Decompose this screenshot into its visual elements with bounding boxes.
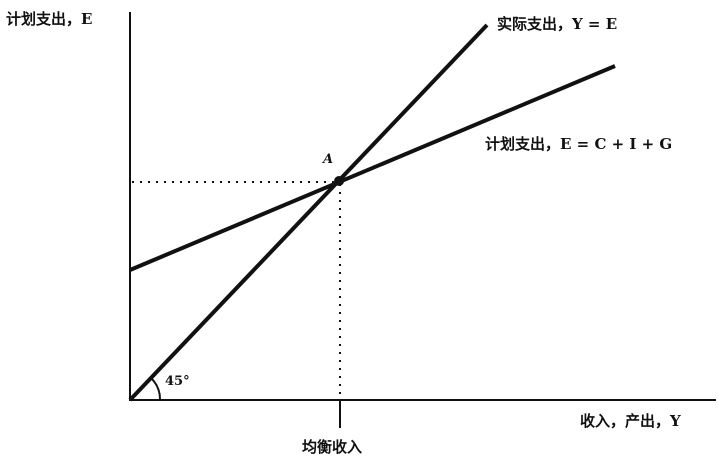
x-axis-label: 收入，产出，Y <box>580 412 681 430</box>
point-a-label: A <box>323 152 334 167</box>
angle-label: 45° <box>165 374 190 389</box>
actual-expenditure-line <box>128 23 489 402</box>
planned-expenditure-line <box>129 64 616 272</box>
y-axis-label: 计划支出，E <box>6 10 93 28</box>
angle-arc <box>150 377 162 401</box>
planned-expenditure-label: 计划支出，E = C + I + G <box>485 135 673 153</box>
equilibrium-income-label: 均衡收入 <box>302 438 363 456</box>
equilibrium-point-a <box>334 176 344 186</box>
actual-expenditure-label: 实际支出，Y = E <box>497 15 618 33</box>
